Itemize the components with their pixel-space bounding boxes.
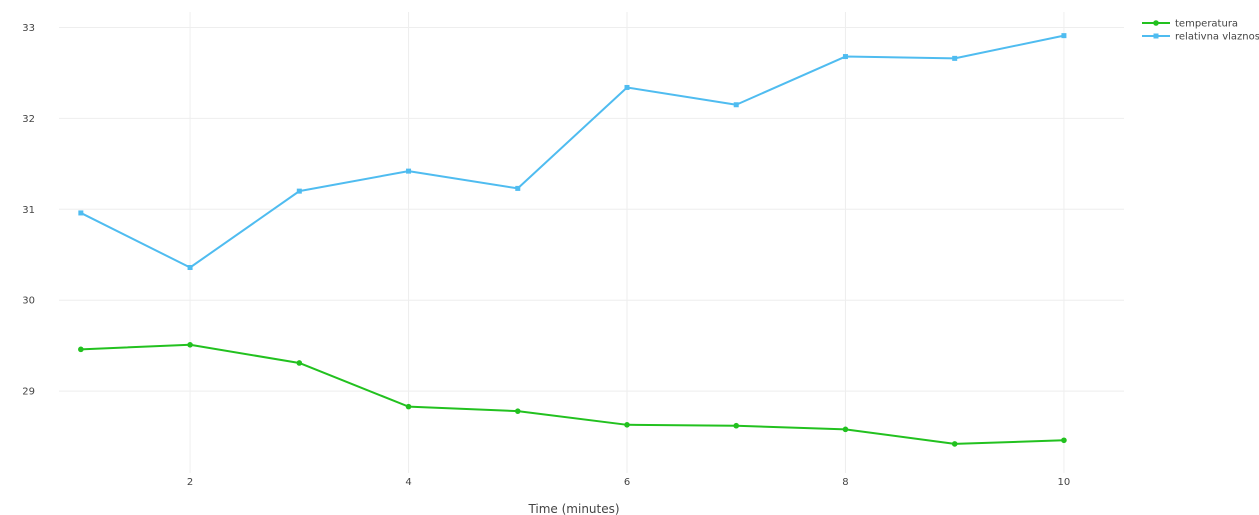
- series-line: [80, 34, 1065, 269]
- x-axis-ticks: 2 4 6 8 10: [187, 477, 1070, 488]
- data-point[interactable]: [624, 84, 630, 90]
- x-tick-label: 4: [405, 477, 411, 488]
- legend[interactable]: temperatura relativna vlaznost: [1142, 19, 1259, 43]
- data-point[interactable]: [624, 422, 630, 428]
- y-tick-label: 31: [22, 205, 35, 216]
- data-point[interactable]: [406, 168, 412, 174]
- series-relativna-vlaznost: [78, 33, 1067, 271]
- grid-lines: [59, 12, 1124, 473]
- y-axis-ticks: 29 30 31 32 33: [22, 23, 35, 398]
- x-tick-label: 10: [1058, 477, 1071, 488]
- data-point[interactable]: [842, 426, 849, 433]
- legend-item[interactable]: relativna vlaznost: [1142, 32, 1259, 43]
- legend-item[interactable]: temperatura: [1142, 19, 1238, 30]
- y-tick-label: 33: [22, 23, 35, 34]
- series-temperatura: [78, 341, 1067, 447]
- data-point[interactable]: [78, 210, 84, 216]
- y-tick-label: 30: [22, 296, 35, 307]
- data-point[interactable]: [733, 422, 740, 429]
- x-tick-label: 6: [624, 477, 630, 488]
- data-point[interactable]: [187, 265, 193, 271]
- data-point[interactable]: [1061, 437, 1067, 444]
- data-point[interactable]: [405, 403, 412, 410]
- x-tick-label: 8: [842, 477, 848, 488]
- x-axis-title: Time (minutes): [527, 502, 619, 515]
- data-point[interactable]: [187, 341, 193, 348]
- legend-marker: [1153, 33, 1159, 39]
- series-lines: [78, 33, 1067, 447]
- data-point[interactable]: [842, 54, 848, 60]
- data-point[interactable]: [296, 188, 302, 194]
- y-tick-label: 32: [22, 114, 35, 125]
- x-tick-label: 2: [187, 477, 193, 488]
- legend-marker: [1153, 20, 1159, 26]
- legend-label: temperatura: [1175, 19, 1238, 30]
- data-point[interactable]: [733, 102, 739, 108]
- data-point[interactable]: [952, 55, 958, 61]
- legend-label: relativna vlaznost: [1175, 32, 1259, 43]
- data-point[interactable]: [1061, 33, 1067, 39]
- data-point[interactable]: [78, 346, 84, 353]
- data-point[interactable]: [951, 441, 958, 447]
- data-point[interactable]: [514, 408, 521, 414]
- data-point[interactable]: [515, 185, 521, 191]
- series-line: [80, 343, 1064, 445]
- data-point[interactable]: [296, 360, 303, 366]
- y-tick-label: 29: [22, 387, 35, 398]
